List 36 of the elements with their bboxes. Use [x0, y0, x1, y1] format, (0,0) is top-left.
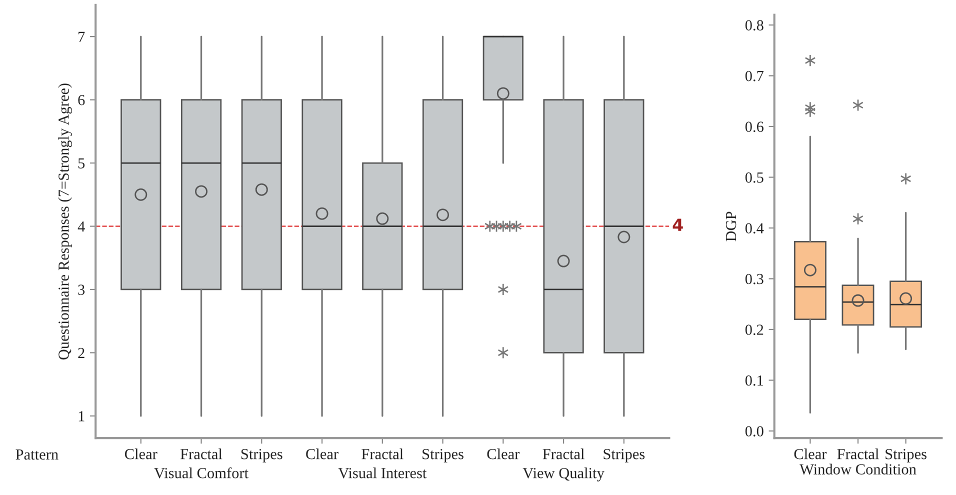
- x-tick-label: Stripes: [886, 448, 926, 462]
- x-tick-label: Clear: [306, 448, 338, 460]
- y-tick-label: 0.3: [745, 274, 764, 284]
- y-tick-label: 0.0: [745, 426, 764, 436]
- y-tick-label: 0.4: [745, 223, 764, 234]
- x-tick-label: Fractal: [542, 448, 584, 460]
- y-axis-title: Questionnaire Responses (7=Strongly Agree): [58, 84, 72, 360]
- y-tick-label: 0.1: [745, 375, 764, 386]
- text: Pattern: [16, 450, 58, 460]
- y-tick-label: 6: [78, 94, 85, 106]
- x-tick-label: Stripes: [422, 448, 464, 462]
- y-tick-label: 2: [78, 348, 84, 358]
- y-tick-label: 5: [78, 158, 85, 168]
- y-tick-label: 0.5: [745, 172, 764, 183]
- y-axis-title: DGP: [726, 212, 736, 242]
- y-tick-label: 0.2: [745, 324, 764, 335]
- x-tick-label: Stripes: [241, 448, 282, 462]
- ref-line-label: 4: [672, 218, 683, 231]
- y-tick-label: 0.8: [745, 20, 764, 31]
- x-tick-label: Clear: [794, 448, 827, 460]
- x-tick-label: Fractal: [180, 448, 222, 460]
- text: Visual Comfort: [154, 467, 248, 478]
- y-tick-label: 3: [78, 284, 85, 295]
- x-axis-title: Window Condition: [800, 464, 916, 475]
- text: View Quality: [522, 468, 604, 482]
- x-tick-label: Clear: [124, 448, 158, 460]
- y-tick-label: 7: [78, 32, 85, 42]
- y-tick-label: 0.6: [745, 122, 764, 132]
- x-tick-label: Fractal: [362, 448, 404, 460]
- y-tick-label: 4: [78, 222, 85, 232]
- x-tick-label: Fractal: [837, 448, 879, 460]
- y-tick-label: 1: [78, 411, 84, 422]
- y-tick-label: 0.7: [745, 70, 764, 82]
- x-tick-label: Clear: [487, 448, 520, 460]
- x-tick-label: Stripes: [604, 448, 645, 462]
- text: Visual Interest: [338, 468, 427, 478]
